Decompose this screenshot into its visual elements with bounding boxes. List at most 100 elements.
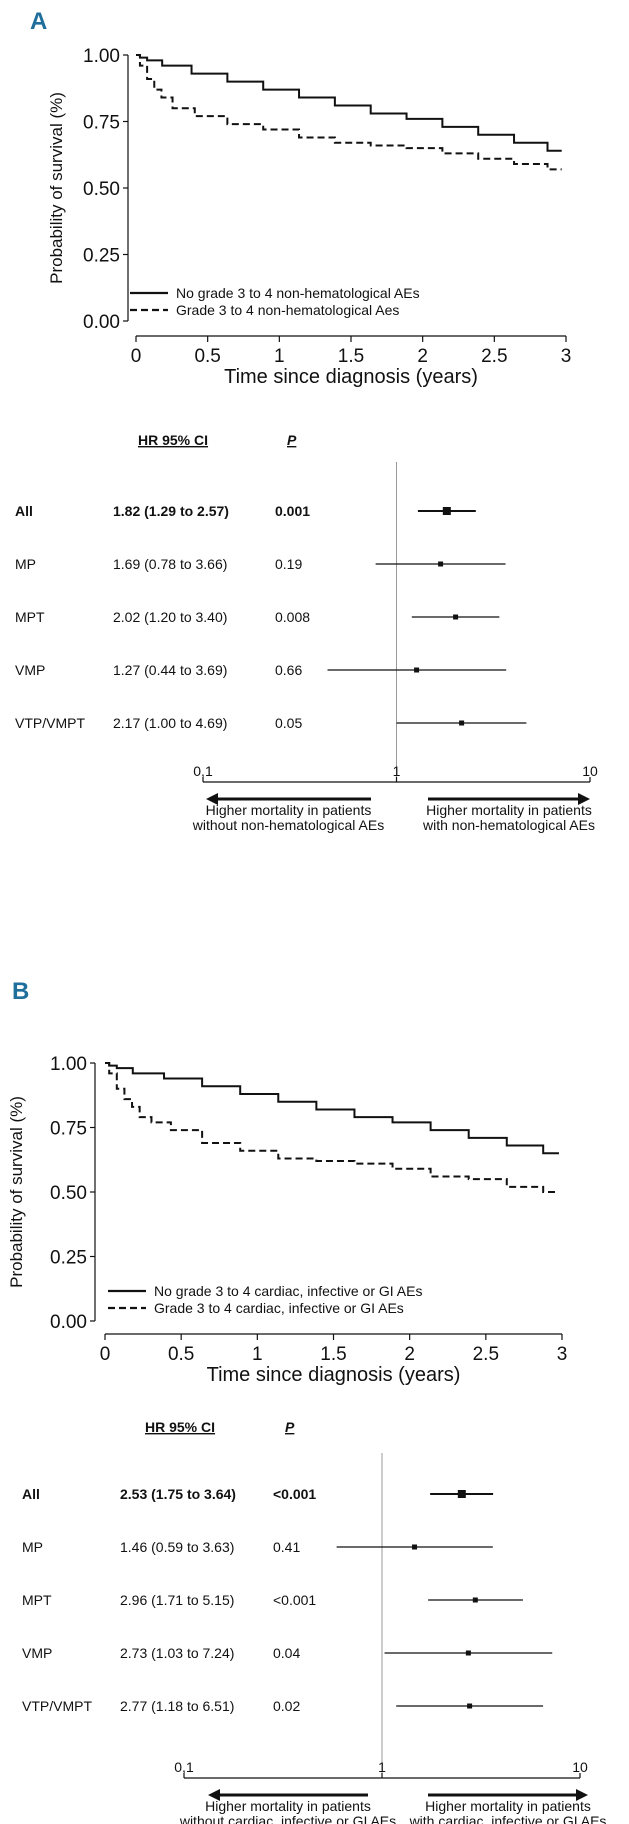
row-label: VMP (15, 662, 45, 678)
row-label: All (22, 1486, 40, 1502)
right-caption: with cardiac, infective or GI AEs (409, 1813, 607, 1824)
forest-tick-label: 0,1 (193, 763, 213, 779)
y-axis-label: Probability of survival (%) (7, 1096, 26, 1288)
x-tick-label: 1 (252, 1344, 263, 1365)
row-hr-ci: 2.77 (1.18 to 6.51) (120, 1698, 234, 1714)
column-header-hr: HR 95% CI (145, 1419, 215, 1435)
row-p-value: 0.02 (273, 1698, 300, 1714)
column-header-p: P (285, 1419, 295, 1435)
row-hr-ci: 1.82 (1.29 to 2.57) (113, 503, 229, 519)
x-tick-label: 1 (274, 346, 285, 367)
row-p-value: 0.04 (273, 1645, 300, 1661)
hr-marker (414, 667, 420, 673)
hr-marker (465, 1650, 471, 1656)
y-tick-label: 0.25 (83, 246, 120, 267)
y-tick-label: 0.75 (83, 113, 120, 134)
legend-label: Grade 3 to 4 cardiac, infective or GI AE… (154, 1300, 404, 1316)
row-hr-ci: 2.53 (1.75 to 3.64) (120, 1486, 236, 1502)
forest-tick-label: 10 (582, 763, 598, 779)
row-hr-ci: 2.17 (1.00 to 4.69) (113, 715, 227, 731)
forest-tick-label: 1 (393, 763, 401, 779)
x-tick-label: 3 (557, 1344, 568, 1365)
y-axis-label: Probability of survival (%) (47, 92, 66, 284)
row-hr-ci: 1.69 (0.78 to 3.66) (113, 556, 227, 572)
legend-label: No grade 3 to 4 cardiac, infective or GI… (154, 1283, 422, 1299)
left-caption: Higher mortality in patients (206, 802, 372, 818)
series-line-no-grade-3-4 (136, 54, 562, 152)
hr-marker (453, 614, 459, 620)
hr-marker (442, 507, 451, 515)
right-arrow-head (578, 793, 590, 805)
legend-label: Grade 3 to 4 non-hematological Aes (176, 302, 399, 318)
forest-tick-label: 1 (378, 1759, 386, 1775)
right-caption: Higher mortality in patients (425, 1798, 591, 1814)
left-caption: without non-hematological AEs (192, 817, 384, 833)
left-arrow-head (208, 1789, 220, 1801)
y-tick-label: 0.75 (50, 1119, 87, 1140)
row-p-value: 0.001 (275, 503, 310, 519)
x-tick-label: 2.5 (481, 346, 507, 367)
row-hr-ci: 1.27 (0.44 to 3.69) (113, 662, 227, 678)
column-header-p: P (287, 432, 297, 448)
row-p-value: <0.001 (273, 1592, 316, 1608)
x-tick-label: 2 (417, 346, 428, 367)
row-label: VMP (22, 1645, 52, 1661)
legend-label: No grade 3 to 4 non-hematological AEs (176, 285, 420, 301)
forest-tick-label: 10 (572, 1759, 588, 1775)
row-label: MP (15, 556, 36, 572)
y-tick-label: 0.00 (83, 312, 120, 333)
y-tick-label: 1.00 (83, 46, 120, 67)
right-arrow-head (576, 1789, 588, 1801)
row-hr-ci: 2.02 (1.20 to 3.40) (113, 609, 227, 625)
row-hr-ci: 2.96 (1.71 to 5.15) (120, 1592, 234, 1608)
x-axis-label: Time since diagnosis (years) (224, 366, 478, 388)
row-p-value: 0.19 (275, 556, 302, 572)
x-tick-label: 1.5 (338, 346, 364, 367)
row-p-value: 0.008 (275, 609, 310, 625)
row-p-value: <0.001 (273, 1486, 316, 1502)
series-line-grade-3-4 (136, 54, 562, 171)
hr-marker (459, 720, 465, 726)
hr-marker (467, 1703, 473, 1709)
row-p-value: 0.05 (275, 715, 302, 731)
series-line-no-grade-3-4 (105, 1062, 559, 1155)
x-tick-label: 2.5 (473, 1344, 499, 1365)
row-label: All (15, 503, 33, 519)
row-label: VTP/VMPT (15, 715, 85, 731)
right-caption: Higher mortality in patients (426, 802, 592, 818)
x-tick-label: 0.5 (194, 346, 220, 367)
row-label: MP (22, 1539, 43, 1555)
y-tick-label: 0.50 (50, 1183, 87, 1204)
left-arrow-head (206, 793, 218, 805)
y-tick-label: 0.50 (83, 179, 120, 200)
row-p-value: 0.41 (273, 1539, 300, 1555)
left-caption: without cardiac, infective or GI AEs (179, 1813, 396, 1824)
x-tick-label: 0.5 (168, 1344, 194, 1365)
panel-letter-a: A (30, 8, 48, 35)
forest-tick-label: 0,1 (174, 1759, 194, 1775)
row-label: VTP/VMPT (22, 1698, 92, 1714)
series-line-grade-3-4 (105, 1062, 559, 1193)
y-tick-label: 1.00 (50, 1054, 87, 1075)
right-caption: with non-hematological AEs (422, 817, 595, 833)
x-tick-label: 2 (404, 1344, 415, 1365)
row-p-value: 0.66 (275, 662, 302, 678)
x-tick-label: 3 (561, 346, 572, 367)
y-tick-label: 0.00 (50, 1312, 87, 1333)
left-caption: Higher mortality in patients (205, 1798, 371, 1814)
row-hr-ci: 1.46 (0.59 to 3.63) (120, 1539, 234, 1555)
y-tick-label: 0.25 (50, 1248, 87, 1269)
panel-letter-b: B (12, 978, 30, 1005)
row-label: MPT (22, 1592, 52, 1608)
x-tick-label: 1.5 (320, 1344, 346, 1365)
x-tick-label: 0 (131, 346, 142, 367)
x-axis-label: Time since diagnosis (years) (207, 1364, 461, 1386)
hr-marker (472, 1597, 478, 1603)
row-label: MPT (15, 609, 45, 625)
hr-marker (412, 1544, 418, 1550)
column-header-hr: HR 95% CI (138, 432, 208, 448)
hr-marker (457, 1490, 466, 1498)
